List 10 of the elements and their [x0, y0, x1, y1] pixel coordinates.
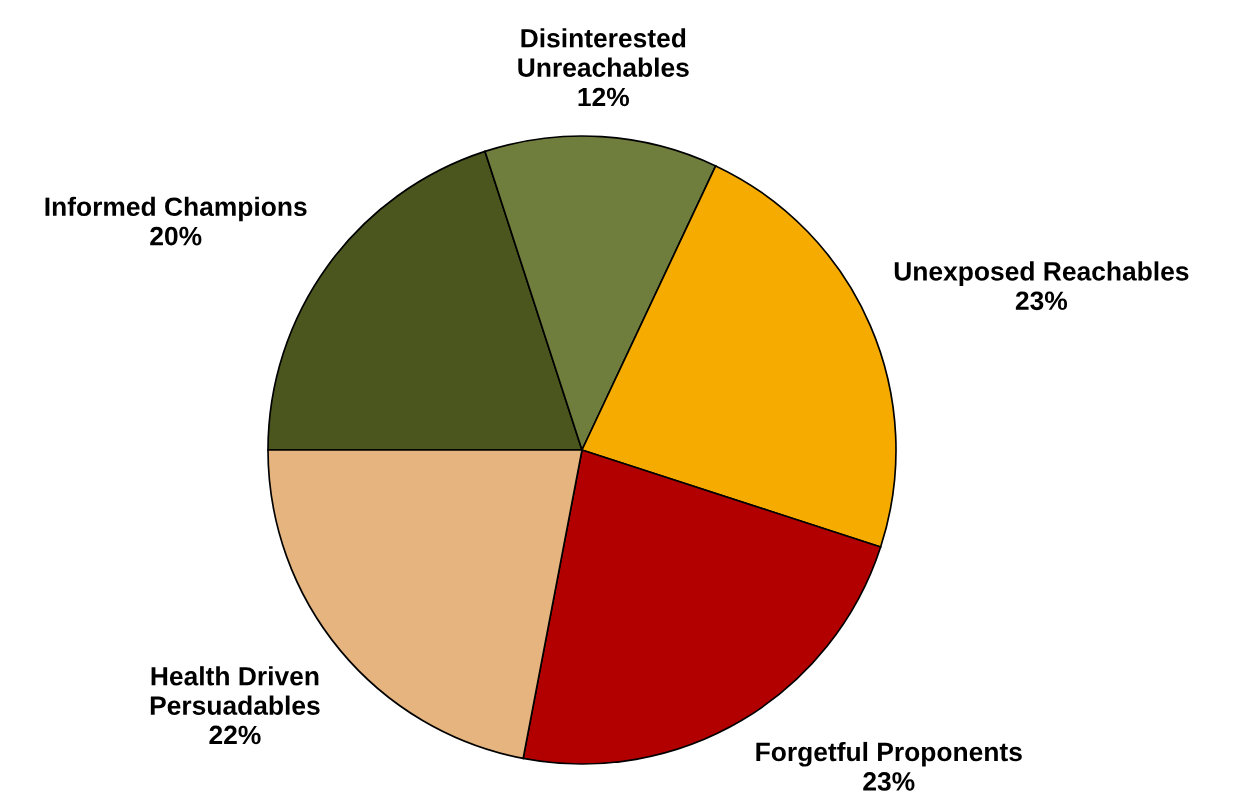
slice-label: Informed Champions: [45, 196, 307, 222]
data-label: 23%: [863, 772, 915, 791]
slice-label: Health Driven Persuadables: [150, 666, 320, 715]
slice-label: Forgetful Proponents: [756, 741, 1022, 767]
data-label: 23%: [1015, 291, 1068, 311]
data-label: 22%: [209, 725, 261, 745]
data-label: 12%: [578, 87, 630, 107]
slice-label: Disinterested Unreachables: [518, 28, 689, 77]
data-label: 20%: [150, 226, 202, 246]
slice-label: Unexposed Reachables: [894, 261, 1189, 286]
